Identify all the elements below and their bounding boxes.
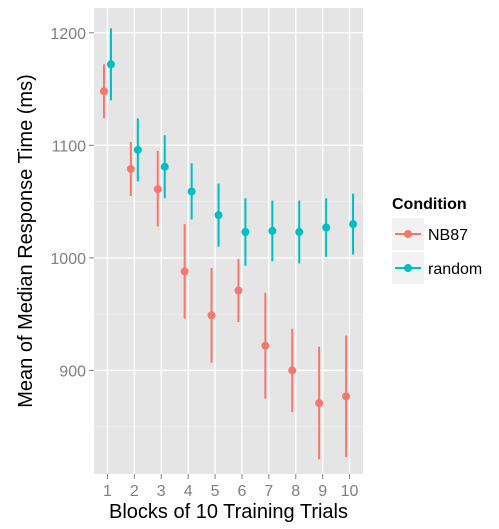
data-point bbox=[234, 286, 243, 295]
x-tick-label: 3 bbox=[157, 483, 166, 500]
data-point bbox=[295, 227, 304, 236]
x-tick-label: 8 bbox=[291, 483, 300, 500]
data-point bbox=[180, 267, 189, 276]
legend: Condition NB87 random bbox=[392, 196, 482, 284]
data-point bbox=[133, 145, 142, 154]
y-tick-label: 1000 bbox=[50, 251, 86, 268]
x-tick-label: 1 bbox=[103, 483, 112, 500]
x-tick-label: 4 bbox=[184, 483, 193, 500]
major-gridlines bbox=[94, 8, 363, 474]
legend-items: NB87 random bbox=[392, 218, 482, 284]
data-point bbox=[187, 187, 196, 196]
legend-label: random bbox=[428, 261, 482, 278]
data-point bbox=[207, 311, 216, 320]
data-point bbox=[315, 399, 324, 408]
x-tick-label: 9 bbox=[318, 483, 327, 500]
x-tick-label: 7 bbox=[264, 483, 273, 500]
data-point bbox=[106, 60, 115, 69]
legend-item-random: random bbox=[392, 252, 482, 284]
x-tick-label: 2 bbox=[130, 483, 139, 500]
data-point bbox=[288, 366, 297, 375]
data-point bbox=[342, 392, 351, 401]
data-point bbox=[241, 227, 250, 236]
data-point bbox=[214, 211, 223, 220]
data-point bbox=[268, 226, 277, 235]
data-point bbox=[99, 87, 108, 96]
data-point bbox=[322, 223, 331, 232]
data-marks bbox=[99, 28, 358, 460]
x-axis-ticks: 1 2 3 4 5 6 7 8 9 10 bbox=[103, 474, 359, 500]
x-tick-label: 5 bbox=[211, 483, 220, 500]
x-tick-label: 6 bbox=[237, 483, 246, 500]
y-tick-label: 1200 bbox=[50, 26, 86, 43]
data-point bbox=[349, 220, 358, 229]
x-tick-label: 10 bbox=[341, 483, 359, 500]
y-tick-label: 900 bbox=[59, 363, 86, 380]
y-tick-label: 1100 bbox=[52, 138, 87, 155]
legend-key-point bbox=[404, 230, 412, 238]
y-axis-title: Mean of Median Response Time (ms) bbox=[15, 74, 37, 407]
series-nb87 bbox=[99, 64, 351, 460]
y-axis-ticks: 900 1000 1100 1200 bbox=[50, 26, 94, 380]
legend-label: NB87 bbox=[428, 227, 468, 244]
data-point bbox=[261, 341, 270, 350]
data-point bbox=[153, 185, 162, 194]
data-point bbox=[126, 164, 135, 173]
legend-key-point bbox=[404, 264, 412, 272]
legend-item-nb87: NB87 bbox=[392, 218, 468, 250]
series-random bbox=[106, 28, 358, 266]
x-axis-title: Blocks of 10 Training Trials bbox=[109, 501, 348, 523]
legend-title: Condition bbox=[392, 196, 467, 213]
data-point bbox=[160, 162, 169, 171]
